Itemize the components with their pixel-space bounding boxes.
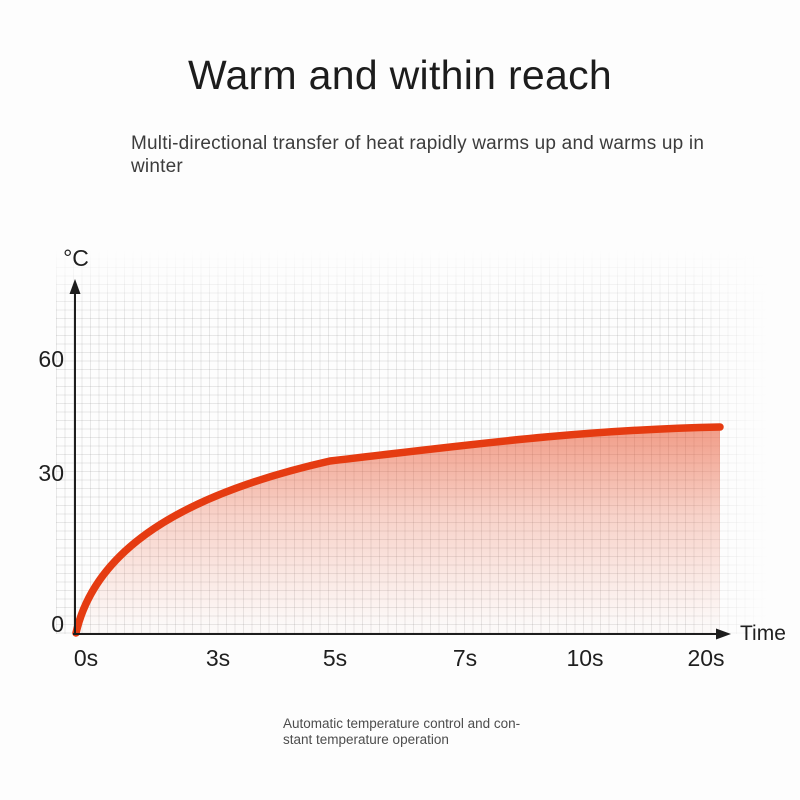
curve-area-fill xyxy=(76,427,720,633)
x-tick-label-10s: 10s xyxy=(566,645,604,671)
x-tick-label-3s: 3s xyxy=(205,645,231,671)
subtitle-line: winter xyxy=(131,155,183,177)
x-tick-label-5s: 5s xyxy=(322,645,348,671)
y-tick-label-60: 60 xyxy=(38,346,64,372)
y-tick-label-0: 0 xyxy=(51,611,64,637)
x-tick-label-20s: 20s xyxy=(687,645,725,671)
temperature-curve xyxy=(72,423,724,637)
caption: Automatic temperature control and con- s… xyxy=(283,716,543,747)
y-axis-arrow-icon xyxy=(69,279,81,294)
x-tick-label-7s: 7s xyxy=(452,645,478,671)
page-subtitle: Multi-directional transfer of heat rapid… xyxy=(131,133,705,178)
x-axis-title: Time xyxy=(740,622,786,645)
page-title: Warm and within reach xyxy=(187,52,613,98)
caption-line: stant temperature operation xyxy=(283,731,449,747)
caption-line: Automatic temperature control and con- xyxy=(283,716,521,731)
y-tick-label-30: 30 xyxy=(38,460,64,486)
x-axis-arrow-icon xyxy=(716,628,731,640)
y-axis-title: °C xyxy=(63,245,89,271)
x-tick-label-0s: 0s xyxy=(73,645,99,671)
subtitle-line: Multi-directional transfer of heat rapid… xyxy=(131,133,705,154)
